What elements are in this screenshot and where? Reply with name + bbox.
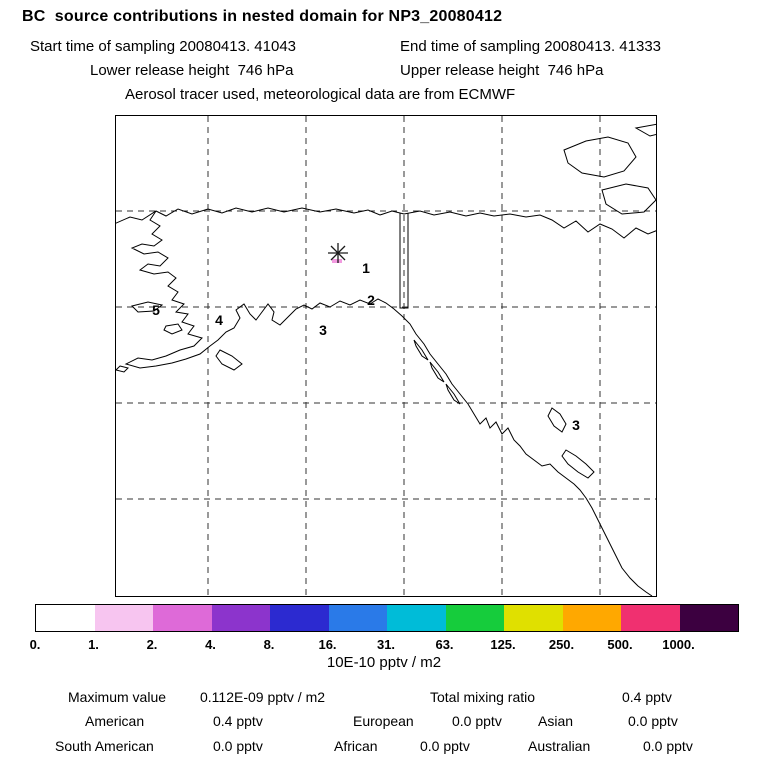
colorbar-tick-label: 1. bbox=[88, 637, 99, 652]
region-american-value: 0.4 pptv bbox=[213, 713, 263, 729]
map-markers: 1 2 3 4 5 3 bbox=[116, 116, 656, 596]
colorbar-segment bbox=[445, 605, 504, 631]
trajectory-day-label: 3 bbox=[572, 417, 580, 433]
colorbar-segment bbox=[562, 605, 621, 631]
graticule-gridlines bbox=[116, 116, 656, 596]
colorbar-segment bbox=[679, 605, 738, 631]
island-st-lawrence bbox=[131, 301, 164, 313]
maximum-value-label: Maximum value bbox=[68, 689, 167, 705]
colorbar-segment bbox=[36, 605, 95, 631]
island-aleutian bbox=[116, 365, 129, 373]
colorbar-segment bbox=[94, 605, 153, 631]
colorbar-ticks: 0. 1. 2. 4. 8. 16. 31. 63. 125. 250. 500. 1000. bbox=[30, 637, 745, 653]
region-american-label: American bbox=[85, 713, 145, 729]
region-asian-value: 0.0 pptv bbox=[628, 713, 678, 729]
colorbar bbox=[35, 604, 739, 632]
colorbar-segment bbox=[504, 605, 563, 631]
island-nunivak bbox=[163, 323, 183, 335]
lower-release-text: Lower release height 746 hPa bbox=[90, 62, 294, 79]
islands-alexander-archipelago bbox=[413, 339, 461, 405]
region-south-american-value: 0.0 pptv bbox=[213, 738, 263, 754]
colorbar-tick-label: 4. bbox=[205, 637, 216, 652]
island-arctic-small bbox=[634, 123, 656, 137]
colorbar-tick-label: 8. bbox=[263, 637, 275, 652]
total-mixing-ratio-value: 0.4 pptv bbox=[622, 689, 672, 705]
coastline-west-and-south bbox=[124, 210, 653, 596]
trajectory-day-label: 5 bbox=[152, 302, 160, 318]
trajectory-day-label: 3 bbox=[319, 322, 327, 338]
region-african-value: 0.0 pptv bbox=[420, 738, 470, 754]
colorbar-tick-label: 31. bbox=[376, 637, 396, 652]
colorbar-segment bbox=[328, 605, 387, 631]
colorbar-tick-label: 16. bbox=[318, 637, 337, 652]
sampling-end-text: End time of sampling 20080413. 41333 bbox=[400, 38, 662, 55]
colorbar-segment bbox=[387, 605, 446, 631]
island-kodiak bbox=[215, 349, 243, 371]
trajectory-day-label: 1 bbox=[362, 260, 370, 276]
island-haida-gwaii bbox=[547, 407, 567, 433]
colorbar-segment bbox=[153, 605, 212, 631]
region-european-label: European bbox=[353, 713, 414, 729]
colorbar-segment bbox=[621, 605, 680, 631]
colorbar-tick-label: 1000. bbox=[662, 637, 695, 652]
map-svg bbox=[116, 116, 656, 596]
colorbar-units-label: 10E-10 pptv / m2 bbox=[326, 654, 442, 671]
region-asian-label: Asian bbox=[538, 713, 574, 729]
region-australian-value: 0.0 pptv bbox=[643, 738, 693, 754]
colorbar-tick-label: 0. bbox=[29, 637, 41, 652]
island-banks bbox=[563, 136, 637, 178]
page-title: BC source contributions in nested domain… bbox=[22, 8, 503, 25]
island-vancouver bbox=[561, 449, 595, 479]
tracer-note-text: Aerosol tracer used, meteorological data… bbox=[125, 86, 516, 103]
sampling-start-text: Start time of sampling 20080413. 41043 bbox=[30, 38, 297, 55]
coastline-north bbox=[116, 207, 656, 239]
concentration-cell bbox=[332, 259, 342, 263]
release-point-marker bbox=[328, 243, 348, 263]
region-south-american-label: South American bbox=[55, 738, 154, 754]
trajectory-day-label: 4 bbox=[215, 312, 223, 328]
colorbar-tick-label: 125. bbox=[490, 637, 516, 652]
colorbar-tick-label: 2. bbox=[146, 637, 158, 652]
maximum-value: 0.112E-09 pptv / m2 bbox=[200, 689, 326, 705]
colorbar-segment bbox=[270, 605, 329, 631]
colorbar-segment bbox=[211, 605, 270, 631]
map-panel: 1 2 3 4 5 3 bbox=[115, 115, 657, 597]
colorbar-tick-label: 63. bbox=[435, 637, 454, 652]
upper-release-text: Upper release height 746 hPa bbox=[400, 62, 604, 79]
island-victoria bbox=[601, 183, 656, 215]
region-australian-label: Australian bbox=[528, 738, 591, 754]
trajectory-day-label: 2 bbox=[367, 292, 375, 308]
colorbar-tick-label: 500. bbox=[607, 637, 633, 652]
total-mixing-ratio-label: Total mixing ratio bbox=[430, 689, 536, 705]
colorbar-tick-label: 250. bbox=[548, 637, 575, 652]
region-african-label: African bbox=[334, 738, 378, 754]
region-european-value: 0.0 pptv bbox=[452, 713, 502, 729]
alaska-canada-border-line bbox=[399, 213, 409, 309]
